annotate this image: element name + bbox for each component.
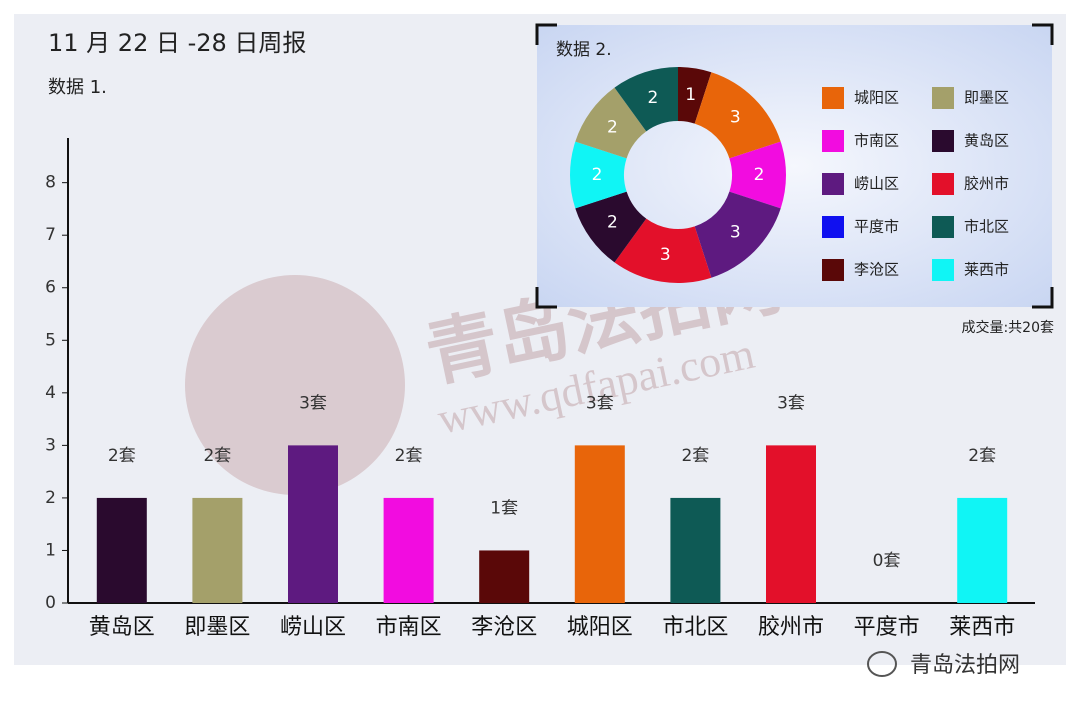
value-label: 1套 <box>490 498 518 518</box>
x-tick-label: 即墨区 <box>184 615 250 640</box>
legend-label: 城阳区 <box>854 89 899 107</box>
x-tick-label: 莱西市 <box>949 615 1015 640</box>
y-tick-label: 5 <box>45 330 56 350</box>
pie-slice <box>614 67 678 132</box>
wechat-icon <box>867 651 897 677</box>
bar <box>957 497 1008 603</box>
legend-swatch <box>932 259 954 281</box>
pie-slice <box>694 72 781 159</box>
bar <box>192 497 243 603</box>
pie-slice <box>575 87 647 159</box>
legend-label: 莱西市 <box>964 261 1009 279</box>
slice-label: 3 <box>730 108 741 128</box>
y-tick-label: 8 <box>45 173 56 193</box>
pie-note: 成交量:共20套 <box>961 319 1054 336</box>
panel-corners <box>535 23 1054 309</box>
slice-label: 3 <box>660 245 671 265</box>
legend-swatch <box>822 87 844 109</box>
footer: 青岛法拍网 <box>867 651 1020 678</box>
value-label: 2套 <box>681 446 709 466</box>
legend-swatch <box>822 259 844 281</box>
pie-slice <box>694 191 781 278</box>
y-tick-label: 3 <box>45 435 56 455</box>
legend-swatch <box>932 173 954 195</box>
x-tick-label: 李沧区 <box>471 615 537 640</box>
slice-label: 2 <box>754 165 765 185</box>
x-tick-label: 市南区 <box>376 615 442 640</box>
value-label: 0套 <box>873 551 901 571</box>
legend-label: 李沧区 <box>854 261 899 279</box>
slice-label: 2 <box>648 88 659 108</box>
slice-label: 3 <box>730 222 741 242</box>
y-tick-label: 2 <box>45 488 56 508</box>
bar <box>479 550 530 603</box>
chart-subtitle: 数据 1. <box>48 77 107 98</box>
x-tick-label: 黄岛区 <box>89 615 155 640</box>
legend-swatch <box>932 87 954 109</box>
y-tick-label: 0 <box>45 593 56 613</box>
x-tick-label: 城阳区 <box>567 615 633 640</box>
legend-swatch <box>822 173 844 195</box>
watermark: 青岛法拍网 www.qdfapai.com <box>185 240 788 495</box>
y-tick-label: 7 <box>45 225 56 245</box>
slice-label: 2 <box>592 165 603 185</box>
pie-slice <box>614 218 712 284</box>
pie-slice <box>729 141 787 209</box>
bar <box>383 497 434 603</box>
value-label: 2套 <box>203 446 231 466</box>
pie-slice <box>570 141 627 209</box>
legend-swatch <box>932 130 954 152</box>
legend-label: 胶州市 <box>964 175 1009 193</box>
pie-slice <box>678 67 712 124</box>
legend-label: 崂山区 <box>854 175 899 193</box>
slice-label: 1 <box>685 85 696 105</box>
chart-title: 11 月 22 日 -28 日周报 <box>48 29 306 57</box>
legend-label: 即墨区 <box>964 89 1009 107</box>
value-label: 3套 <box>777 393 805 413</box>
value-label: 3套 <box>586 393 614 413</box>
value-label: 2套 <box>108 446 136 466</box>
watermark-logo <box>185 275 405 495</box>
value-label: 2套 <box>968 446 996 466</box>
bar <box>288 445 338 603</box>
slice-label: 2 <box>607 213 618 233</box>
legend-swatch <box>932 216 954 238</box>
legend-label: 平度市 <box>854 218 899 236</box>
x-tick-label: 胶州市 <box>758 615 824 640</box>
pie-title: 数据 2. <box>556 40 612 60</box>
pie-slice <box>575 191 647 263</box>
bar <box>96 497 147 603</box>
value-label: 2套 <box>395 446 423 466</box>
legend-swatch <box>822 216 844 238</box>
legend-swatch <box>822 130 844 152</box>
x-tick-label: 崂山区 <box>280 615 346 640</box>
bar <box>574 445 625 603</box>
x-tick-label: 平度市 <box>854 615 920 640</box>
slice-label: 2 <box>607 117 618 137</box>
bar <box>670 497 721 603</box>
value-label: 3套 <box>299 393 327 413</box>
footer-brand: 青岛法拍网 <box>910 653 1020 678</box>
legend-label: 市南区 <box>854 132 899 150</box>
legend-label: 市北区 <box>964 218 1009 236</box>
y-tick-label: 1 <box>45 540 56 560</box>
y-tick-label: 4 <box>45 383 56 403</box>
bar <box>766 445 816 603</box>
legend-label: 黄岛区 <box>964 132 1009 150</box>
x-tick-label: 市北区 <box>662 615 728 640</box>
y-tick-label: 6 <box>45 278 56 298</box>
